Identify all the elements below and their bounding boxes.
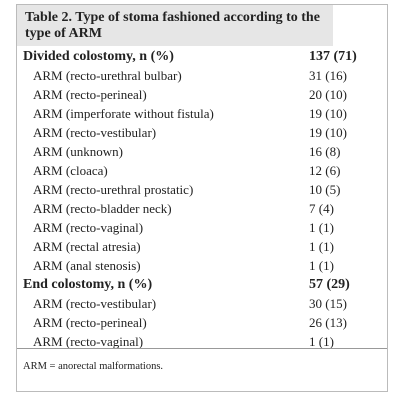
table-row: ARM (recto-vaginal) 1 (1) (17, 332, 387, 351)
table-title: Table 2. Type of stoma fashioned accordi… (17, 5, 333, 46)
table-rule (17, 348, 387, 349)
row-value: 10 (5) (309, 182, 341, 197)
row-value: 19 (10) (309, 125, 347, 140)
row-value: 12 (6) (309, 163, 341, 178)
table-row: ARM (rectal atresia) 1 (1) (17, 237, 387, 256)
row-value: 137 (71) (309, 49, 357, 64)
table-row: ARM (cloaca) 12 (6) (17, 161, 387, 180)
row-label: ARM (unknown) (33, 144, 123, 159)
row-value: 20 (10) (309, 87, 347, 102)
row-label: ARM (cloaca) (33, 163, 108, 178)
table-row: ARM (imperforate without fistula) 19 (10) (17, 104, 387, 123)
table-row: ARM (recto-bladder neck) 7 (4) (17, 199, 387, 218)
footnote: ARM = anorectal malformations. (23, 361, 164, 372)
row-value: 1 (1) (309, 334, 334, 349)
row-label: ARM (recto-bladder neck) (33, 201, 172, 216)
table-row: ARM (recto-vestibular) 19 (10) (17, 123, 387, 142)
table-row: ARM (recto-perineal) 26 (13) (17, 313, 387, 332)
row-value: 1 (1) (309, 220, 334, 235)
table: Table 2. Type of stoma fashioned accordi… (16, 4, 388, 392)
table-row: ARM (recto-vestibular) 30 (15) (17, 294, 387, 313)
row-value: 30 (15) (309, 296, 347, 311)
row-label: ARM (recto-urethral prostatic) (33, 182, 194, 197)
table-row: ARM (recto-vaginal) 1 (1) (17, 218, 387, 237)
row-label: ARM (rectal atresia) (33, 239, 141, 254)
row-value: 19 (10) (309, 106, 347, 121)
row-label: Divided colostomy, n (%) (23, 49, 174, 64)
row-value: 1 (1) (309, 258, 334, 273)
row-value: 16 (8) (309, 144, 341, 159)
row-value: 1 (1) (309, 239, 334, 254)
row-label: ARM (recto-vestibular) (33, 296, 157, 311)
row-label: ARM (recto-urethral bulbar) (33, 68, 182, 83)
row-label: ARM (recto-perineal) (33, 87, 147, 102)
row-label: ARM (recto-vaginal) (33, 334, 144, 349)
table-row: ARM (recto-perineal) 20 (10) (17, 85, 387, 104)
row-value: 7 (4) (309, 201, 334, 216)
table-row: ARM (recto-urethral bulbar) 31 (16) (17, 66, 387, 85)
row-label: End colostomy, n (%) (23, 277, 153, 292)
row-value: 26 (13) (309, 315, 347, 330)
row-label: ARM (recto-vestibular) (33, 125, 157, 140)
row-label: ARM (anal stenosis) (33, 258, 141, 273)
row-label: ARM (recto-perineal) (33, 315, 147, 330)
group-row: End colostomy, n (%) 57 (29) (17, 275, 387, 294)
row-value: 31 (16) (309, 68, 347, 83)
table-row: ARM (anal stenosis) 1 (1) (17, 256, 387, 275)
group-row: Divided colostomy, n (%) 137 (71) (17, 47, 387, 66)
row-label: ARM (imperforate without fistula) (33, 106, 214, 121)
table-row: ARM (unknown) 16 (8) (17, 142, 387, 161)
row-label: ARM (recto-vaginal) (33, 220, 144, 235)
row-value: 57 (29) (309, 277, 350, 292)
table-row: ARM (recto-urethral prostatic) 10 (5) (17, 180, 387, 199)
